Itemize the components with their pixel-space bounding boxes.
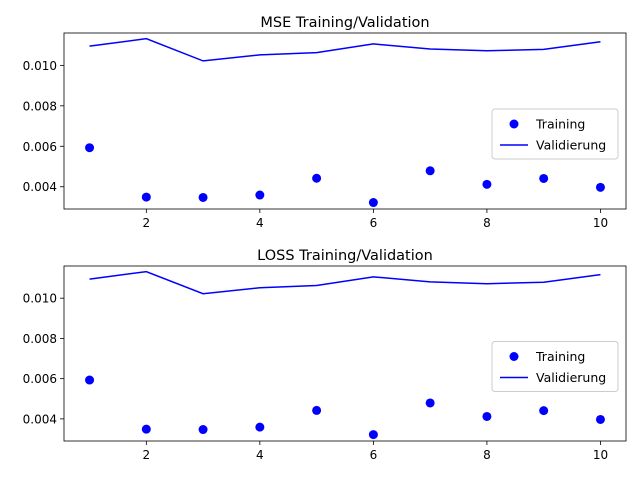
data-point-training: [595, 182, 605, 192]
data-point-training: [85, 375, 95, 385]
data-point-training: [312, 405, 322, 415]
x-tick-label: 10: [593, 448, 608, 462]
series-line-validierung: [89, 270, 601, 295]
legend-swatch-marker: [509, 352, 519, 361]
legend-swatch-marker: [509, 119, 519, 129]
x-tick-label: 4: [256, 216, 264, 230]
data-point-training: [482, 411, 492, 421]
data-point-training: [368, 198, 378, 208]
data-point-training: [425, 398, 435, 408]
legend-box: [491, 341, 619, 392]
legend: Training Validierung: [491, 341, 619, 392]
legend-label: Training: [535, 117, 585, 132]
y-tick-label: 0.006: [23, 140, 57, 154]
data-point-training: [255, 190, 265, 200]
x-tick-label: 6: [370, 448, 378, 462]
x-tick-label: 6: [370, 216, 378, 230]
series-line-validierung: [89, 37, 601, 62]
axes-frame: [63, 32, 627, 210]
x-tick-label: 10: [593, 216, 608, 230]
data-point-training: [255, 422, 265, 432]
data-point-training: [141, 192, 151, 202]
data-point-training: [539, 406, 549, 416]
data-point-training: [85, 143, 95, 153]
legend-box: [491, 108, 619, 160]
legend-label: Validierung: [536, 370, 606, 385]
data-point-training: [198, 425, 208, 435]
data-point-training: [539, 173, 549, 183]
y-tick-label: 0.010: [23, 292, 57, 306]
legend-label: Validierung: [536, 138, 606, 153]
y-tick-label: 0.004: [23, 180, 57, 194]
subplot-2: LOSS Training/Validation 2 4 6 8 10 0.004 0.006…: [23, 248, 627, 462]
legend: Training Validierung: [491, 108, 619, 160]
data-point-training: [482, 179, 492, 189]
x-tick-label: 8: [483, 448, 491, 462]
y-tick-label: 0.006: [23, 372, 57, 386]
x-tick-label: 8: [483, 216, 491, 230]
data-point-training: [141, 424, 151, 434]
y-tick-label: 0.008: [23, 99, 57, 113]
chart-title: LOSS Training/Validation: [257, 248, 433, 264]
data-point-training: [425, 166, 435, 176]
x-tick-label: 2: [142, 216, 150, 230]
y-tick-label: 0.004: [23, 412, 57, 426]
y-tick-label: 0.010: [23, 59, 57, 73]
subplot-1: MSE Training/Validation 2 4 6 8 10 0.004 0.006 0…: [23, 15, 627, 230]
legend-label: Training: [535, 349, 585, 364]
chart-title: MSE Training/Validation: [260, 15, 429, 31]
x-tick-label: 2: [142, 448, 150, 462]
data-point-training: [595, 414, 605, 424]
x-tick-label: 4: [256, 448, 264, 462]
data-point-training: [368, 430, 378, 440]
data-point-training: [198, 192, 208, 202]
data-point-training: [312, 173, 322, 183]
axes-frame: [63, 265, 627, 442]
y-tick-label: 0.008: [23, 332, 57, 346]
